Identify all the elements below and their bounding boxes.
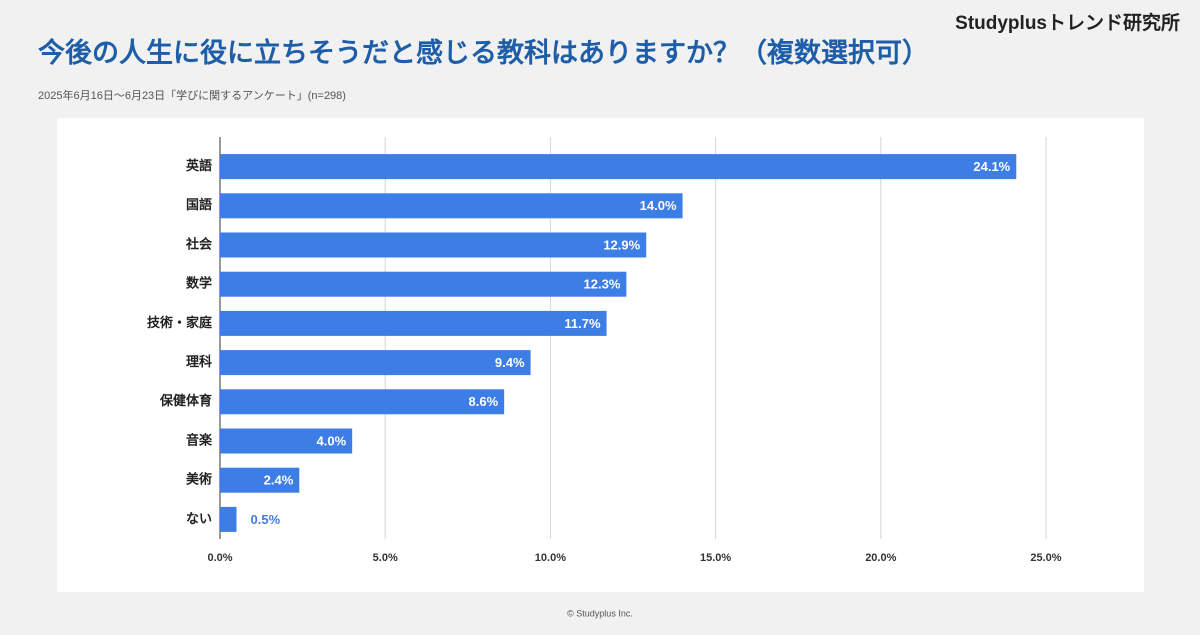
value-label: 9.4% (495, 355, 525, 370)
bar (220, 350, 531, 376)
y-tick-label: 社会 (185, 236, 213, 251)
x-tick-label: 15.0% (700, 552, 731, 564)
y-tick-label: 美術 (186, 472, 212, 487)
value-label: 24.1% (973, 159, 1010, 174)
y-tick-label: ない (186, 511, 212, 526)
value-label: 4.0% (317, 433, 347, 448)
y-tick-label: 技術・家庭 (147, 315, 213, 330)
value-label: 0.5% (251, 512, 281, 527)
brand: Studyplusトレンド研究所 (955, 11, 1180, 34)
y-tick-label: 保健体育 (159, 393, 212, 408)
bar (220, 193, 683, 219)
value-label: 11.7% (564, 316, 601, 331)
value-label: 8.6% (469, 394, 499, 409)
value-label: 12.9% (603, 237, 640, 252)
credit: © Studyplus Inc. (567, 608, 633, 618)
y-tick-label: 国語 (186, 197, 212, 212)
chart-subtitle: 2025年6月16日～6月23日「学びに関するアンケート」(n=298) (38, 88, 346, 102)
bar (220, 232, 647, 258)
value-label: 14.0% (640, 198, 677, 213)
x-tick-label: 5.0% (373, 552, 398, 564)
x-tick-label: 20.0% (865, 552, 896, 564)
bar (220, 154, 1017, 180)
bar (220, 310, 607, 336)
y-tick-label: 英語 (185, 158, 212, 173)
value-label: 12.3% (584, 277, 621, 292)
y-tick-label: 理科 (186, 354, 212, 369)
x-tick-label: 0.0% (207, 552, 232, 564)
y-tick-label: 音楽 (186, 432, 213, 447)
bar (220, 467, 300, 493)
chart-title: 今後の人生に役に立ちそうだと感じる教科はありますか？（複数選択可） (38, 37, 929, 68)
y-tick-label: 数学 (186, 276, 212, 291)
x-tick-label: 10.0% (535, 552, 566, 564)
x-tick-label: 25.0% (1030, 552, 1061, 564)
bar (220, 506, 237, 532)
value-label: 2.4% (264, 473, 294, 488)
bar (220, 428, 353, 454)
bar (220, 271, 627, 297)
bar (220, 389, 505, 415)
